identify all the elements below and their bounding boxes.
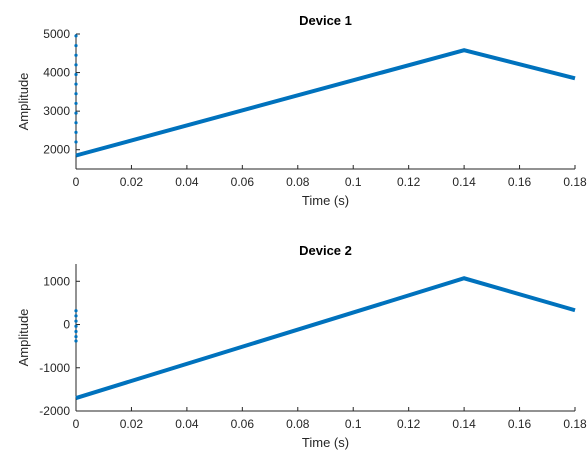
data-point-marker <box>74 319 78 323</box>
data-point-marker <box>74 335 78 339</box>
chart-title: Device 2 <box>299 243 352 258</box>
data-point-marker <box>74 43 78 48</box>
x-tick-label: 0.1 <box>345 417 362 431</box>
x-tick-label: 0.02 <box>120 417 144 431</box>
x-tick-label: 0.06 <box>231 175 255 189</box>
x-tick-label: 0.16 <box>508 417 532 431</box>
y-tick-label: 4000 <box>43 66 70 80</box>
y-tick-label: -2000 <box>39 404 70 418</box>
subplot-1: 0 0.02 0.04 0.06 0.08 0.1 0.12 0.14 0.16 0.18 2000… <box>16 13 587 208</box>
data-point-marker <box>74 101 78 106</box>
chart-title: Device 1 <box>299 13 352 28</box>
x-tick-label: 0.1 <box>345 175 362 189</box>
data-point-marker <box>74 309 78 313</box>
series-line <box>75 48 576 158</box>
x-tick-label: 0.12 <box>397 175 421 189</box>
x-tick-label: 0.12 <box>397 417 421 431</box>
x-tick-label: 0 <box>73 175 80 189</box>
data-point-marker <box>74 329 78 334</box>
x-tick-label: 0.18 <box>563 175 587 189</box>
y-tick-label: 3000 <box>43 104 70 118</box>
data-point-marker <box>74 339 78 343</box>
data-point-marker <box>74 121 78 125</box>
data-point-marker <box>74 314 78 318</box>
data-point-marker <box>74 92 78 96</box>
x-tick-label: 0.16 <box>508 175 532 189</box>
x-axis-label: Time (s) <box>302 193 349 208</box>
data-point-marker <box>74 111 78 115</box>
y-axis-label: Amplitude <box>16 309 31 367</box>
x-tick-label: 0.14 <box>452 417 476 431</box>
data-point-marker <box>74 140 78 144</box>
subplot-2: 0 0.02 0.04 0.06 0.08 0.1 0.12 0.14 0.16 0.18 -200… <box>16 243 587 450</box>
data-point-marker <box>74 324 78 328</box>
x-tick-label: 0.18 <box>563 417 587 431</box>
data-point-marker <box>74 130 78 134</box>
x-tick-label: 0.02 <box>120 175 144 189</box>
series-line <box>75 276 576 400</box>
x-tick-label: 0 <box>73 417 80 431</box>
x-tick-label: 0.08 <box>286 417 310 431</box>
y-tick-label: 0 <box>63 318 70 332</box>
y-tick-label: -1000 <box>39 361 70 375</box>
y-tick-label: 2000 <box>43 143 70 157</box>
y-tick-label: 5000 <box>43 27 70 41</box>
data-point-marker <box>74 82 78 86</box>
y-axis-label: Amplitude <box>16 73 31 131</box>
x-tick-label: 0.04 <box>175 175 199 189</box>
data-point-marker <box>74 53 78 57</box>
x-tick-label: 0.08 <box>286 175 310 189</box>
y-tick-label: 1000 <box>43 274 70 288</box>
data-point-marker <box>74 63 78 67</box>
data-point-marker <box>74 72 78 77</box>
data-point-marker <box>74 34 78 38</box>
x-tick-label: 0.14 <box>452 175 476 189</box>
x-tick-label: 0.04 <box>175 417 199 431</box>
x-tick-label: 0.06 <box>231 417 255 431</box>
x-axis-label: Time (s) <box>302 435 349 450</box>
